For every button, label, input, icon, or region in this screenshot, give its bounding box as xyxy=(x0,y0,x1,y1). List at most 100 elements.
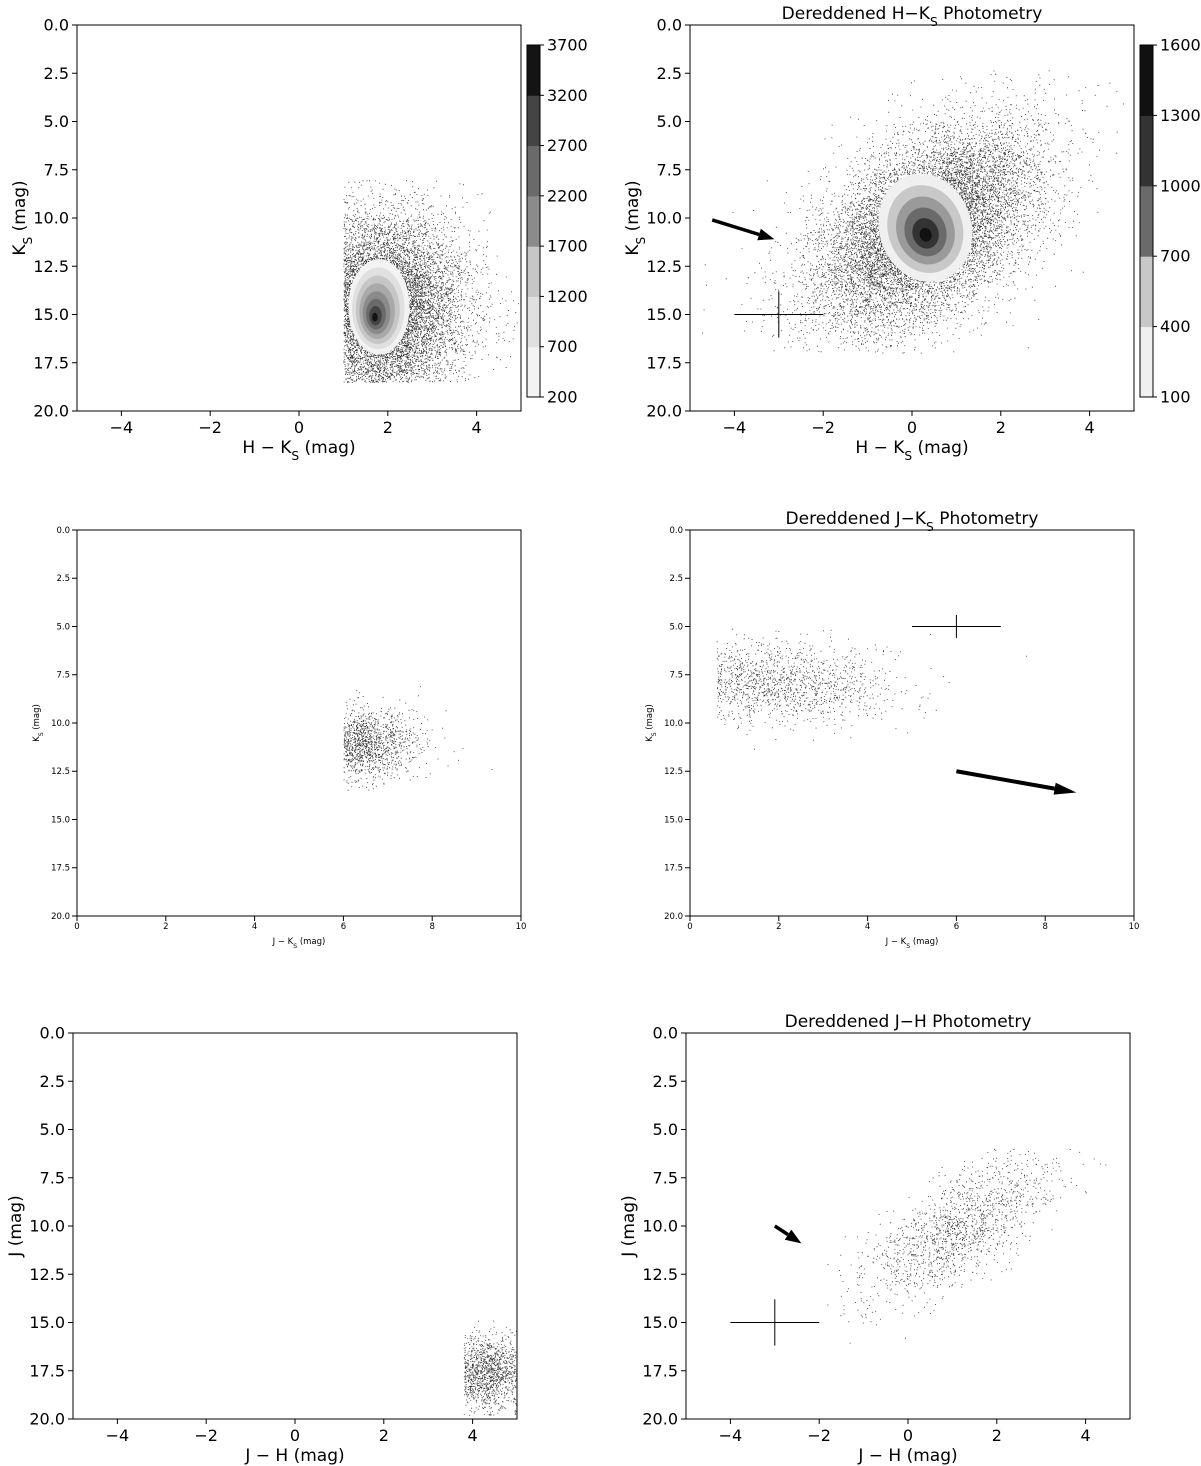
scatter-point-cloud xyxy=(716,628,1028,750)
x-tick-label: 2 xyxy=(379,1426,389,1445)
y-tick-label: 15.0 xyxy=(642,1313,678,1332)
colorbar-tick-label: 2200 xyxy=(547,186,588,205)
y-tick-label: 5.0 xyxy=(653,1120,678,1139)
chart-panel-6: −4 −2 0 2 4 0.0 2.5 5.0 7.5 10.0 12.5 15.0 17.5 20.0 J… xyxy=(619,1012,1131,1466)
chart-panel-4: 0 2 4 6 8 10 0.0 2.5 5.0 7.5 10.0 12.5 15.0 17.5 20.0 J… xyxy=(645,509,1139,950)
axes-frame xyxy=(689,529,1135,917)
x-tick-label: 0 xyxy=(687,922,692,932)
x-tick-label: 4 xyxy=(472,418,482,437)
scatter-points xyxy=(827,1148,1107,1344)
x-axis-label: H − KS (mag) xyxy=(242,438,355,463)
y-tick-label: 17.5 xyxy=(29,1361,65,1380)
y-tick-label: 12.5 xyxy=(51,767,70,777)
axes-frame xyxy=(685,1032,1131,1420)
scatter-point-cloud xyxy=(827,1148,1107,1344)
colorbar-segment xyxy=(1140,256,1153,328)
reddening-vector-arrow xyxy=(956,769,1055,791)
x-axis-label: J − KS (mag) xyxy=(272,937,326,950)
y-axis-label: KS (mag) xyxy=(645,704,658,742)
y-axis-label: J (mag) xyxy=(6,1195,26,1257)
y-tick-label: 7.5 xyxy=(657,160,682,179)
colorbar-segment xyxy=(1140,326,1153,398)
y-axis-label: J (mag) xyxy=(619,1195,639,1257)
y-tick-label: 5.0 xyxy=(44,112,69,131)
reddening-vector-arrowhead xyxy=(1053,782,1077,795)
y-tick-label: 7.5 xyxy=(56,671,70,681)
x-tick-label: 4 xyxy=(1081,1426,1091,1445)
colorbar-tick-label: 200 xyxy=(547,388,578,407)
x-tick-label: −2 xyxy=(198,418,222,437)
y-tick-label: 10.0 xyxy=(29,1217,65,1236)
y-tick-label: 12.5 xyxy=(664,767,683,777)
colorbar-segment xyxy=(1140,45,1153,116)
x-tick-label: 2 xyxy=(383,418,393,437)
x-tick-label: 0 xyxy=(294,418,304,437)
y-tick-label: 12.5 xyxy=(29,1265,65,1284)
y-tick-label: 20.0 xyxy=(29,1410,65,1429)
y-tick-label: 12.5 xyxy=(33,257,69,276)
y-tick-label: 7.5 xyxy=(44,160,69,179)
colorbar-tick-label: 700 xyxy=(1160,247,1191,266)
y-tick-label: 0.0 xyxy=(44,16,69,35)
y-tick-label: 10.0 xyxy=(642,1217,678,1236)
y-tick-label: 15.0 xyxy=(29,1313,65,1332)
x-tick-label: 4 xyxy=(468,1426,478,1445)
reddening-vector-arrow xyxy=(773,1224,789,1237)
colorbar-segment xyxy=(527,346,540,398)
y-tick-label: 5.0 xyxy=(669,622,683,632)
scatter-point-cloud xyxy=(343,686,493,791)
y-tick-label: 7.5 xyxy=(40,1168,65,1187)
chart-title: Dereddened H−KS Photometry xyxy=(782,4,1043,29)
colorbar-tick-label: 1700 xyxy=(547,237,588,256)
x-tick-label: 4 xyxy=(865,922,870,932)
y-tick-label: 20.0 xyxy=(664,912,683,922)
scatter-points xyxy=(716,628,1028,750)
y-tick-label: 0.0 xyxy=(653,1024,678,1043)
y-tick-label: 17.5 xyxy=(646,353,682,372)
x-axis-label: J − KS (mag) xyxy=(885,937,939,950)
y-tick-label: 20.0 xyxy=(51,912,70,922)
x-tick-label: 2 xyxy=(163,922,168,932)
x-tick-label: −4 xyxy=(106,1426,130,1445)
y-tick-label: 5.0 xyxy=(40,1120,65,1139)
y-tick-label: 0.0 xyxy=(40,1024,65,1043)
colorbar-tick-label: 400 xyxy=(1160,317,1191,336)
x-tick-label: 4 xyxy=(1085,418,1095,437)
y-tick-label: 2.5 xyxy=(56,574,70,584)
y-tick-label: 10.0 xyxy=(664,719,683,729)
y-tick-label: 2.5 xyxy=(669,574,683,584)
x-tick-label: −4 xyxy=(719,1426,743,1445)
chart-title: Dereddened J−H Photometry xyxy=(785,1012,1032,1032)
x-tick-label: 8 xyxy=(429,922,434,932)
colorbar-segment xyxy=(527,95,540,147)
colorbar: 100 400 700 1000 1300 1600 xyxy=(1139,36,1201,407)
x-tick-label: 10 xyxy=(1129,922,1140,932)
x-tick-label: 8 xyxy=(1042,922,1047,932)
colorbar-tick-label: 700 xyxy=(547,337,578,356)
y-tick-label: 15.0 xyxy=(51,815,70,825)
y-tick-label: 10.0 xyxy=(51,719,70,729)
x-tick-label: 0 xyxy=(903,1426,913,1445)
y-tick-label: 0.0 xyxy=(657,16,682,35)
colorbar: 200 700 1200 1700 2200 2700 3200 3700 xyxy=(526,36,588,407)
y-tick-label: 20.0 xyxy=(33,402,69,421)
colorbar-tick-label: 2700 xyxy=(547,136,588,155)
y-tick-label: 15.0 xyxy=(33,305,69,324)
x-tick-label: 10 xyxy=(516,922,527,932)
y-axis-label: KS (mag) xyxy=(10,180,35,255)
x-tick-label: −2 xyxy=(194,1426,218,1445)
x-tick-label: 6 xyxy=(341,922,346,932)
density-contour-level-6 xyxy=(919,227,932,242)
x-tick-label: 0 xyxy=(74,922,79,932)
colorbar-tick-label: 1200 xyxy=(547,287,588,306)
x-tick-label: 0 xyxy=(907,418,917,437)
y-tick-label: 15.0 xyxy=(646,305,682,324)
y-tick-label: 10.0 xyxy=(33,209,69,228)
x-tick-label: 2 xyxy=(992,1426,1002,1445)
colorbar-segment xyxy=(527,246,540,297)
x-axis-label: J − H (mag) xyxy=(244,1446,344,1466)
x-axis-label: J − H (mag) xyxy=(857,1446,957,1466)
axes-frame xyxy=(72,1032,518,1420)
colorbar-segment xyxy=(527,195,540,247)
colorbar-tick-label: 1600 xyxy=(1160,36,1201,55)
